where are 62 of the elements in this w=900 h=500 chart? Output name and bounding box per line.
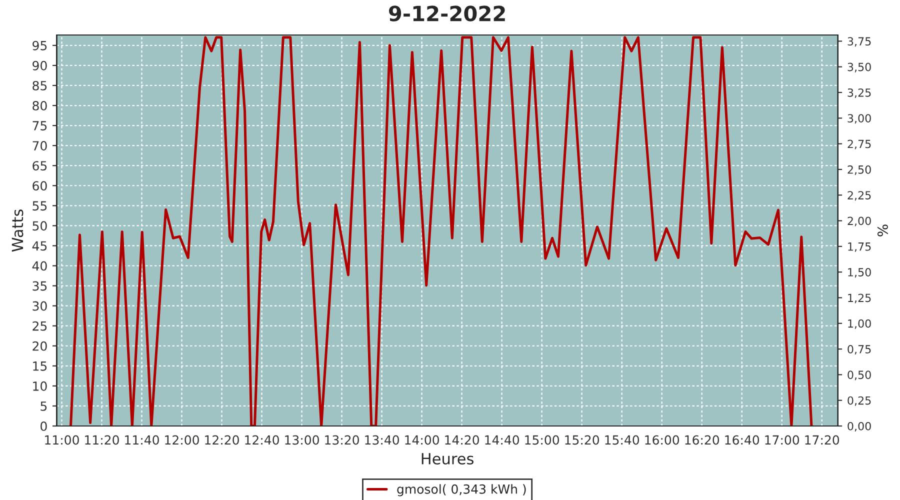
line-series: [69, 36, 813, 426]
x-tick-label: 14:00: [405, 435, 439, 445]
y-tick-label: 30: [32, 301, 47, 311]
y-tick-label: 25: [32, 321, 47, 331]
y2-tick-label: 1,00: [848, 319, 871, 329]
y-axis-title: Watts: [12, 210, 24, 252]
x-tick-label: 11:40: [125, 435, 159, 445]
y2-tick-label: 1,50: [848, 268, 871, 278]
y-tick-label: 20: [32, 341, 47, 351]
y-tick-label: 60: [32, 181, 47, 191]
y2-tick-label: 2,50: [848, 165, 871, 175]
legend-label: gmosol( 0,343 kWh ): [397, 484, 526, 496]
x-tick-label: 16:40: [725, 435, 760, 445]
y-tick-label: 75: [32, 121, 47, 130]
y-tick-label: 65: [32, 161, 47, 171]
y-tick-label: 35: [32, 281, 47, 291]
y2-tick-label: 0,75: [848, 345, 871, 355]
y-tick-label: 10: [33, 381, 47, 391]
x-tick-label: 13:00: [285, 435, 319, 445]
y2-tick-label: 2,75: [848, 140, 871, 150]
y2-tick-label: 3,00: [848, 114, 871, 124]
x-tick-label: 14:20: [445, 435, 479, 445]
y-tick-label: 70: [32, 141, 47, 150]
x-tick-label: 15:00: [525, 435, 559, 445]
x-tick-label: 16:20: [685, 435, 720, 445]
y2-tick-label: 3,25: [848, 88, 871, 98]
x-tick-label: 11:00: [45, 435, 79, 445]
y-tick-label: 0: [40, 421, 47, 431]
x-tick-label: 13:40: [365, 435, 399, 445]
x-tick-label: 13:20: [325, 435, 359, 445]
y-tick-label: 85: [32, 80, 47, 90]
y2-tick-label: 2,25: [848, 191, 871, 201]
chart-title: 9-12-2022: [389, 6, 505, 22]
x-axis-title: Heures: [422, 453, 474, 465]
y-tick-label: 55: [32, 201, 47, 211]
y2-tick-label: 2,00: [848, 216, 871, 226]
y2-tick-label: 1,75: [848, 242, 871, 252]
y-tick-label: 5: [40, 402, 47, 411]
y-tick-label: 95: [32, 40, 47, 50]
x-tick-label: 12:20: [205, 435, 239, 445]
y2-axis-title: %: [877, 224, 888, 236]
y2-tick-label: 0,00: [848, 422, 871, 432]
x-tick-label: 17:20: [805, 435, 840, 445]
y-tick-label: 80: [32, 100, 47, 110]
x-tick-label: 12:00: [165, 435, 199, 445]
x-tick-label: 16:00: [645, 435, 680, 445]
y-tick-label: 45: [32, 241, 47, 251]
x-tick-label: 17:00: [765, 435, 800, 445]
x-tick-label: 14:40: [485, 435, 519, 445]
y2-tick-label: 3,50: [848, 62, 871, 72]
x-tick-label: 15:40: [605, 435, 640, 445]
y2-tick-label: 0,50: [848, 370, 871, 380]
y-tick-label: 90: [32, 60, 47, 70]
x-tick-label: 12:40: [245, 435, 279, 445]
y-tick-label: 15: [33, 362, 47, 371]
x-tick-label: 15:20: [565, 435, 599, 445]
y2-tick-label: 3,75: [848, 37, 871, 47]
y-tick-label: 40: [32, 261, 47, 271]
y-tick-label: 50: [32, 221, 47, 231]
y2-tick-label: 1,25: [848, 294, 871, 304]
x-tick-label: 11:20: [85, 435, 119, 445]
y2-tick-label: 0,25: [848, 396, 871, 406]
